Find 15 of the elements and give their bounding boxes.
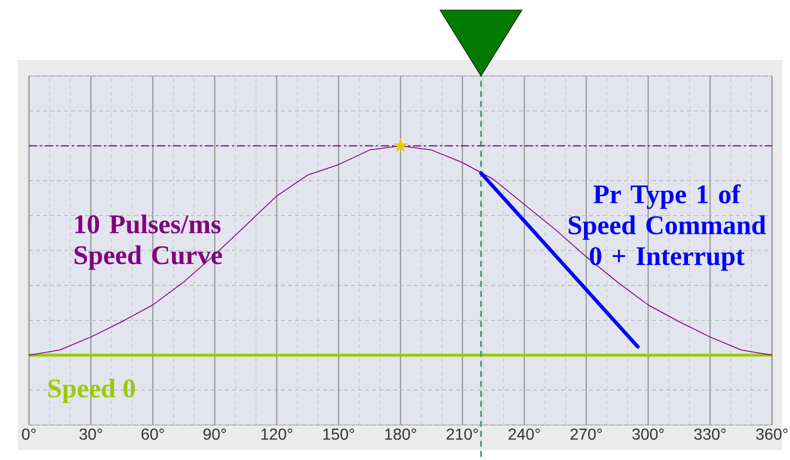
- x-tick-label: 270°: [570, 428, 602, 440]
- x-tick-label: 330°: [694, 428, 726, 440]
- x-tick-label: 30°: [79, 428, 102, 440]
- x-tick-label: 210°: [446, 428, 478, 440]
- ref-line-label: Speed 0: [48, 378, 135, 403]
- x-tick-label: 240°: [508, 428, 540, 440]
- x-tick-label: 120°: [261, 428, 292, 440]
- x-tick-label: 90°: [203, 428, 226, 440]
- x-tick-label: 180°: [385, 428, 416, 440]
- x-tick-label: 150°: [323, 428, 354, 440]
- x-tick-label: 360°: [756, 428, 788, 440]
- x-tick-label: 0°: [22, 428, 36, 440]
- x-tick-label: 60°: [142, 428, 164, 440]
- series-label: Pr Type 1 of Speed Command 0 + Interrupt: [568, 184, 766, 271]
- x-tick-label: 300°: [632, 428, 664, 440]
